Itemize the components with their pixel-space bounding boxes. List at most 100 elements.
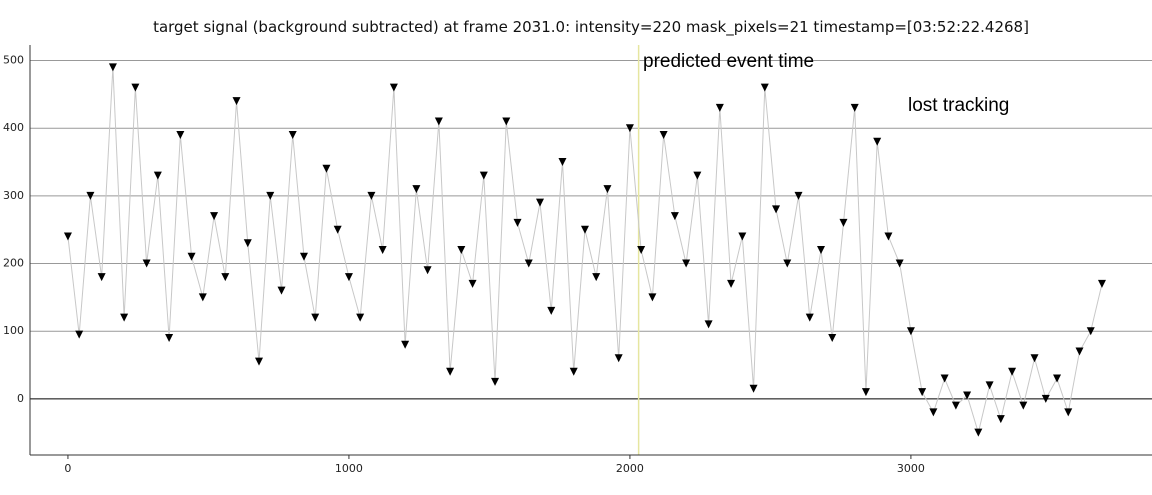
- marker: [873, 137, 882, 146]
- marker: [715, 103, 724, 112]
- y-tick-label: 500: [3, 54, 24, 67]
- marker: [108, 63, 117, 72]
- marker: [1008, 367, 1017, 376]
- marker: [243, 239, 252, 248]
- marker: [412, 185, 421, 194]
- y-tick-label: 400: [3, 121, 24, 134]
- marker: [187, 252, 196, 261]
- marker: [153, 171, 162, 180]
- marker: [592, 273, 601, 282]
- marker: [232, 97, 241, 106]
- marker: [63, 232, 72, 241]
- marker: [659, 130, 668, 139]
- marker: [693, 171, 702, 180]
- marker: [479, 171, 488, 180]
- marker: [794, 191, 803, 200]
- marker: [389, 83, 398, 92]
- marker: [963, 391, 972, 400]
- marker: [1041, 394, 1050, 403]
- marker: [558, 158, 567, 167]
- marker: [940, 374, 949, 383]
- y-tick-label: 300: [3, 189, 24, 202]
- marker: [828, 333, 837, 342]
- marker: [805, 313, 814, 322]
- marker: [648, 293, 657, 302]
- marker: [457, 246, 466, 254]
- marker: [266, 191, 275, 200]
- marker: [120, 313, 129, 322]
- marker: [524, 259, 533, 268]
- y-tick-label: 0: [17, 392, 24, 405]
- marker: [760, 83, 769, 92]
- marker: [1053, 374, 1062, 383]
- marker: [614, 354, 623, 363]
- marker: [985, 381, 994, 390]
- y-tick-label: 100: [3, 324, 24, 337]
- marker: [198, 293, 207, 302]
- marker: [1064, 408, 1073, 417]
- annotation: predicted event time: [643, 51, 814, 72]
- marker: [850, 103, 859, 112]
- marker: [434, 117, 443, 126]
- marker: [637, 246, 646, 254]
- marker: [401, 340, 410, 349]
- marker: [176, 130, 185, 139]
- marker: [502, 117, 511, 126]
- marker: [625, 124, 634, 133]
- marker: [918, 388, 927, 397]
- marker: [1030, 354, 1039, 363]
- marker: [165, 333, 174, 342]
- marker: [344, 273, 353, 282]
- marker: [1097, 279, 1106, 288]
- marker: [491, 377, 500, 386]
- marker: [951, 401, 960, 410]
- y-tick-label: 200: [3, 257, 24, 270]
- marker: [221, 273, 230, 282]
- marker: [446, 367, 455, 376]
- marker: [704, 320, 713, 329]
- plot-area: [30, 45, 1152, 455]
- marker: [333, 225, 342, 234]
- marker: [929, 408, 938, 417]
- marker: [861, 388, 870, 397]
- marker: [378, 246, 387, 254]
- marker: [772, 205, 781, 214]
- marker: [210, 212, 219, 221]
- marker: [1019, 401, 1028, 410]
- marker: [536, 198, 544, 207]
- marker: [299, 252, 308, 261]
- x-tick-label: 2000: [616, 462, 644, 475]
- marker: [367, 191, 376, 200]
- marker: [580, 225, 589, 234]
- marker: [97, 273, 106, 282]
- marker: [1075, 347, 1084, 356]
- marker: [749, 384, 758, 393]
- marker: [131, 83, 140, 92]
- marker: [547, 306, 556, 315]
- marker: [727, 279, 736, 288]
- marker: [288, 130, 297, 139]
- marker: [974, 428, 983, 437]
- marker: [670, 212, 679, 221]
- marker: [682, 259, 691, 268]
- marker: [75, 330, 84, 339]
- marker: [906, 327, 915, 336]
- marker: [884, 232, 893, 241]
- marker: [468, 279, 477, 288]
- marker: [311, 313, 320, 322]
- marker: [277, 286, 286, 295]
- marker: [603, 185, 612, 194]
- x-tick-label: 0: [64, 462, 71, 475]
- marker: [1086, 327, 1095, 336]
- marker: [569, 367, 578, 376]
- marker: [423, 266, 432, 275]
- marker: [816, 246, 825, 254]
- x-tick-label: 3000: [897, 462, 925, 475]
- x-tick-label: 1000: [335, 462, 363, 475]
- annotation: lost tracking: [908, 95, 1009, 116]
- marker: [142, 259, 151, 268]
- marker: [513, 218, 522, 227]
- marker: [895, 259, 904, 268]
- marker: [255, 357, 264, 366]
